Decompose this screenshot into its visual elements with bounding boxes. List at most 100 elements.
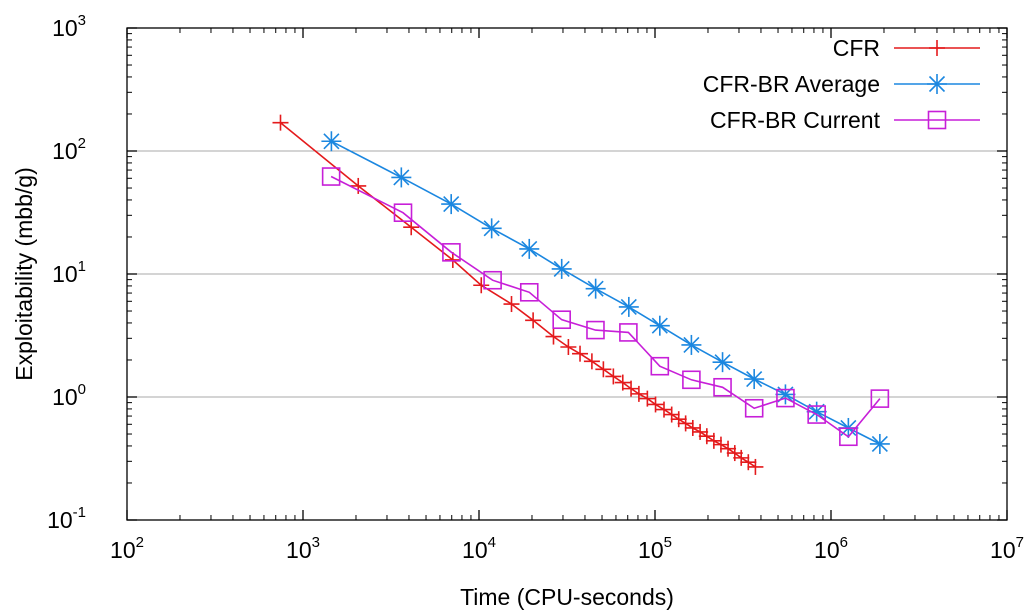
data-point [444,251,461,268]
marker-stroke [928,75,946,93]
data-point [441,194,462,215]
legend-marker [927,110,947,130]
marker-stroke [871,435,888,453]
data-point [605,368,622,385]
data-point [776,388,795,408]
marker-stroke [620,298,637,315]
data-point [649,315,670,336]
data-point [503,296,520,313]
data-point [870,389,890,408]
legend-label: CFR-BR Current [710,107,881,133]
legend-label: CFR-BR Average [703,71,880,97]
y-tick-label: 102 [52,135,86,164]
data-point [677,415,694,432]
marker-stroke [651,317,668,334]
data-point [586,320,605,340]
data-point [650,356,670,376]
data-point [272,114,289,131]
data-point [525,312,542,329]
data-point [473,277,490,294]
marker-stroke [714,354,731,371]
data-point [698,428,715,445]
marker-stroke [443,196,460,213]
data-point [630,385,647,402]
legend: CFR CFR-BR Average CFR-BR Current [703,35,980,133]
legend-entry: CFR-BR Average [703,71,980,97]
data-point [869,433,890,454]
x-tick-label: 102 [110,534,144,563]
legend-marker [929,40,945,56]
data-point [393,203,413,223]
data-point [807,405,826,424]
data-point [519,238,540,259]
data-point [733,449,750,466]
series-2 [321,167,890,447]
data-point [744,398,764,418]
marker-stroke [553,260,570,277]
data-point [712,352,733,373]
data-point [595,361,612,378]
legend-label: CFR [833,35,880,61]
data-point [481,218,502,239]
data-point [560,338,577,355]
data-point [619,323,638,342]
x-axis-title: Time (CPU-seconds) [460,584,674,610]
data-point [681,334,702,355]
data-point [692,423,709,440]
x-tick-label: 107 [990,534,1024,563]
data-point [321,167,341,186]
data-point [705,432,722,449]
legend-entry: CFR [833,35,980,61]
data-point [551,258,572,279]
data-point [639,390,656,407]
series-layer [272,114,890,475]
series-1 [321,131,890,454]
y-tick-label: 101 [52,258,86,287]
data-point [747,458,764,475]
data-point [583,353,600,370]
data-point [350,177,367,194]
data-point [618,296,639,317]
y-tick-label: 103 [52,12,86,41]
data-point [713,377,732,397]
data-point [391,167,412,188]
series-line [279,122,756,468]
data-point [545,328,562,345]
data-point [720,440,737,457]
data-point [519,282,539,302]
x-tick-label: 105 [638,534,672,563]
marker-stroke [746,370,763,388]
marker-stroke [521,240,538,257]
data-point [670,411,687,428]
data-point [442,243,461,262]
marker-stroke [483,220,500,237]
data-point [614,374,631,391]
data-point [321,131,342,152]
marker-stroke [323,133,340,150]
data-point [552,310,571,330]
legend-entry: CFR-BR Current [710,107,980,133]
series-line [331,140,881,445]
y-tick-label: 100 [52,381,86,410]
data-point [585,278,606,299]
y-tick-label: 10-1 [47,504,86,533]
data-point [483,270,502,290]
marker-stroke [393,169,410,186]
marker-stroke [683,336,700,354]
x-tick-label: 106 [814,534,848,563]
data-point [726,445,743,462]
data-point [684,419,701,436]
marker-stroke [587,280,604,297]
x-tick-label: 103 [286,534,320,563]
series-0 [272,114,764,475]
legend-marker [927,74,947,94]
series-line [330,175,881,438]
data-point [682,370,701,390]
y-axis-title: Exploitability (mbb/g) [11,167,37,380]
data-point [839,427,858,447]
data-point [740,454,757,471]
data-point [744,369,765,390]
data-point [712,436,729,453]
data-point [572,345,589,362]
